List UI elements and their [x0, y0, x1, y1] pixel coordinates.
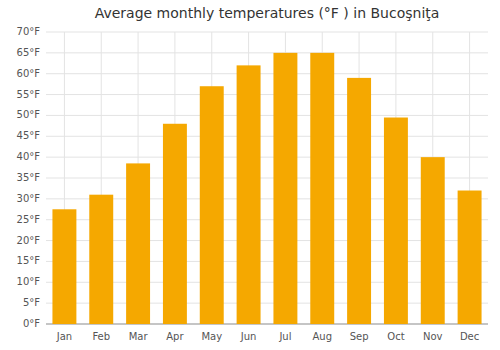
- y-tick-label: 30°F: [17, 193, 41, 204]
- grid-line-y: [46, 32, 488, 33]
- bar: [200, 86, 224, 324]
- bar: [89, 195, 113, 324]
- y-tick-label: 50°F: [17, 109, 41, 120]
- x-tick-label: Nov: [423, 331, 443, 342]
- bars: [52, 53, 481, 324]
- grid-line-y: [46, 115, 488, 116]
- bar: [347, 78, 371, 324]
- bar: [458, 191, 482, 324]
- bar: [310, 53, 334, 324]
- y-tick-label: 5°F: [23, 297, 40, 308]
- x-tick-label: May: [201, 331, 222, 342]
- y-tick-label: 25°F: [17, 214, 41, 225]
- x-tick-label: Apr: [166, 331, 184, 342]
- y-tick-label: 55°F: [17, 89, 41, 100]
- y-tick-label: 70°F: [17, 26, 41, 37]
- bar: [421, 157, 445, 324]
- axes: 0°F 5°F 10°F 15°F 20°F 25°F 30°F 35°F 40°F 45°F 50…: [17, 26, 488, 342]
- x-tick-label: Oct: [387, 331, 404, 342]
- y-tick-label: 15°F: [17, 255, 41, 266]
- bar: [163, 124, 187, 324]
- y-tick-label: 40°F: [17, 151, 41, 162]
- bar: [52, 209, 76, 324]
- y-tick-label: 20°F: [17, 235, 41, 246]
- x-tick-label: Feb: [92, 331, 110, 342]
- y-tick-label: 0°F: [23, 318, 40, 329]
- y-tick-label: 65°F: [17, 47, 41, 58]
- grid-line-y: [46, 73, 488, 74]
- x-tick-label: Jul: [278, 331, 291, 342]
- grid-line-y: [46, 52, 488, 53]
- x-tick-label: Jan: [56, 331, 72, 342]
- y-tick-label: 45°F: [17, 130, 41, 141]
- title: Average monthly temperatures (°F ) in Bu…: [95, 5, 440, 21]
- y-tick-label: 10°F: [17, 276, 41, 287]
- x-tick-label: Aug: [312, 331, 332, 342]
- chart: Average monthly temperatures (°F ) in Bu…: [0, 0, 500, 350]
- x-tick-label: Jun: [240, 331, 257, 342]
- x-tick-label: Dec: [460, 331, 479, 342]
- bar: [384, 118, 408, 324]
- x-tick-label: Sep: [350, 331, 369, 342]
- grid-line-y: [46, 94, 488, 95]
- bar: [273, 53, 297, 324]
- grid: [46, 32, 488, 324]
- x-tick-label: Mar: [129, 331, 149, 342]
- bar: [237, 65, 261, 324]
- bar: [126, 163, 150, 324]
- grid-line-y: [46, 136, 488, 137]
- y-tick-label: 60°F: [17, 68, 41, 79]
- y-tick-label: 35°F: [17, 172, 41, 183]
